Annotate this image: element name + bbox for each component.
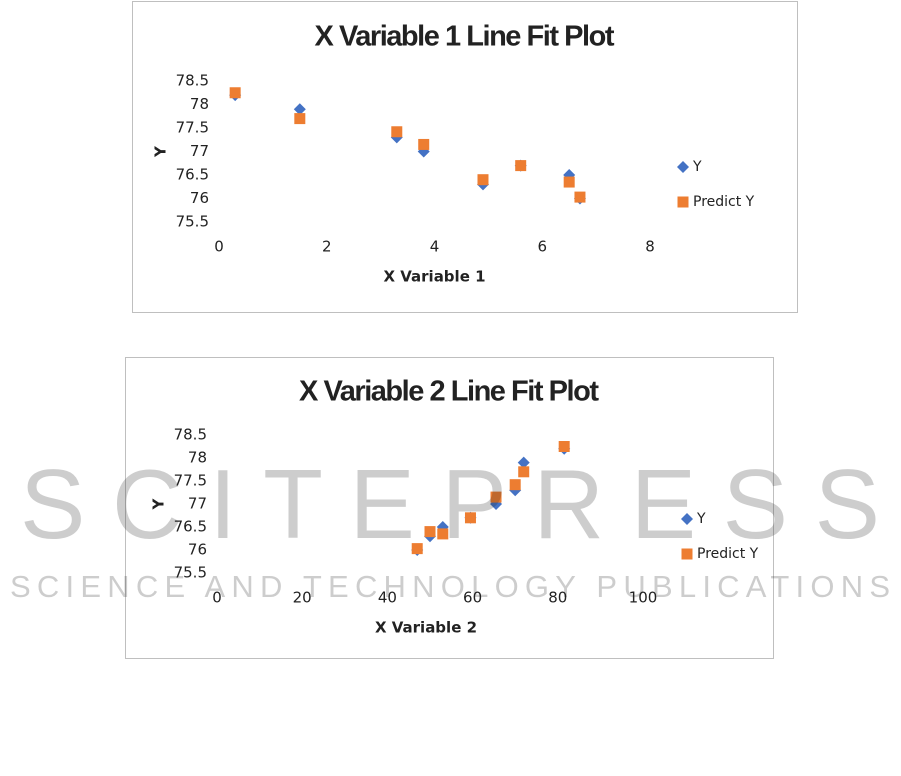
square-marker — [574, 191, 586, 203]
square-marker — [558, 441, 570, 452]
square-marker — [418, 138, 430, 150]
x-tick-label: 60 — [463, 589, 482, 607]
legend-marker — [681, 548, 693, 560]
chart-title: X Variable 2 Line Fit Plot — [299, 376, 599, 408]
y-tick-label: 75.5 — [176, 213, 209, 231]
y-tick-label: 78 — [190, 95, 209, 113]
square-marker — [229, 87, 241, 99]
square-marker — [490, 491, 502, 503]
square-marker — [294, 113, 306, 125]
square-marker — [424, 526, 436, 538]
square-marker — [464, 512, 476, 524]
x-tick-label: 0 — [212, 589, 222, 607]
chart: X Variable 1 Line Fit Plot 75.5 76 76.5 77 77… — [132, 1, 798, 313]
x-tick-label: 100 — [629, 589, 658, 607]
y-tick-label: 78.5 — [176, 72, 209, 90]
watermark: SCITEPRESS SCIENCE AND TECHNOLOGY PUBLICA… — [10, 449, 890, 604]
legend-marker — [677, 161, 689, 173]
watermark-subtitle: SCIENCE AND TECHNOLOGY PUBLICATIONS — [10, 569, 890, 604]
legend-marker — [677, 196, 689, 208]
y-tick-label: 76 — [188, 541, 207, 559]
diamond-marker — [517, 456, 530, 469]
x-tick-label: 40 — [378, 589, 397, 607]
legend-label: Predict Y — [697, 546, 759, 562]
square-marker — [411, 543, 423, 555]
watermark-title: SCITEPRESS — [20, 449, 880, 559]
y-axis-label: Y — [150, 497, 168, 510]
x-tick-label: 2 — [322, 238, 332, 256]
diamond-marker — [293, 103, 306, 116]
y-tick-label: 76 — [190, 189, 209, 207]
x-tick-label: 0 — [214, 238, 224, 256]
chart-title: X Variable 1 Line Fit Plot — [315, 21, 615, 53]
y-tick-label: 77 — [190, 142, 209, 160]
y-tick-label: 76.5 — [176, 166, 209, 184]
x-tick-label: 6 — [537, 238, 547, 256]
x-tick-label: 80 — [548, 589, 567, 607]
y-tick-label: 78.5 — [174, 426, 207, 444]
chart-frame — [132, 1, 798, 313]
y-tick-label: 77.5 — [174, 472, 207, 490]
square-marker — [437, 528, 449, 540]
x-axis-label: X Variable 2 — [375, 619, 477, 637]
y-tick-label: 76.5 — [174, 518, 207, 536]
square-marker — [391, 126, 403, 138]
x-axis-label: X Variable 1 — [383, 268, 485, 286]
square-marker — [563, 176, 575, 188]
x-tick-label: 4 — [430, 238, 440, 256]
square-marker — [518, 466, 530, 478]
y-tick-label: 77 — [188, 495, 207, 513]
legend-marker — [681, 513, 693, 525]
legend-label: Y — [692, 159, 702, 175]
square-marker — [509, 479, 521, 491]
square-marker — [515, 160, 527, 172]
y-tick-label: 77.5 — [176, 119, 209, 137]
y-axis-label: Y — [152, 145, 170, 158]
x-tick-label: 8 — [645, 238, 655, 256]
y-tick-label: 75.5 — [174, 564, 207, 582]
square-marker — [477, 174, 489, 186]
legend-label: Predict Y — [693, 194, 755, 210]
chart-frame — [125, 357, 774, 659]
y-tick-label: 78 — [188, 449, 207, 467]
legend-label: Y — [696, 511, 706, 527]
x-tick-label: 20 — [293, 589, 312, 607]
chart: X Variable 2 Line Fit Plot 75.5 76 76.5 77 77… — [125, 357, 774, 659]
